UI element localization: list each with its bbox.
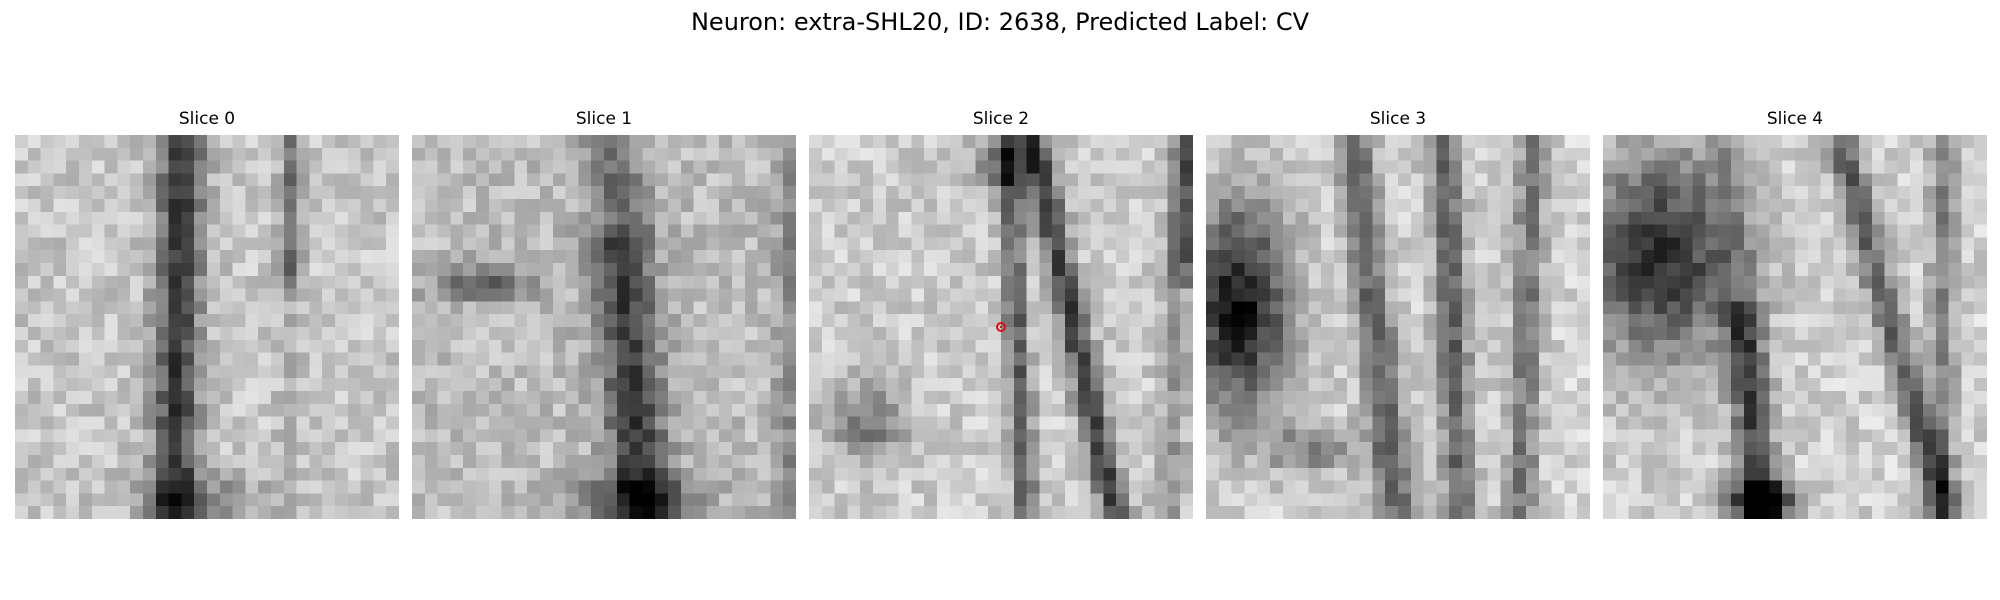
slice-image-frame [1603, 135, 1987, 519]
slice-image [1603, 135, 1987, 519]
slice-image-frame [15, 135, 399, 519]
slice-panel-3: Slice 3 [1206, 108, 1590, 519]
slice-image-frame [809, 135, 1193, 519]
slice-image [15, 135, 399, 519]
slice-panel-0: Slice 0 [15, 108, 399, 519]
slice-image [1206, 135, 1590, 519]
slice-panel-2: Slice 2 [809, 108, 1193, 519]
target-marker-icon [996, 322, 1006, 332]
slice-title: Slice 2 [972, 109, 1030, 129]
slice-title: Slice 3 [1369, 109, 1427, 129]
slice-title: Slice 0 [178, 109, 236, 129]
slice-panel-4: Slice 4 [1603, 108, 1987, 519]
slice-panel-1: Slice 1 [412, 108, 796, 519]
slice-image [412, 135, 796, 519]
slice-title: Slice 4 [1766, 109, 1824, 129]
slice-title: Slice 1 [575, 109, 633, 129]
slice-image-frame [1206, 135, 1590, 519]
slice-image-frame [412, 135, 796, 519]
figure-title: Neuron: extra-SHL20, ID: 2638, Predicted… [690, 8, 1310, 36]
